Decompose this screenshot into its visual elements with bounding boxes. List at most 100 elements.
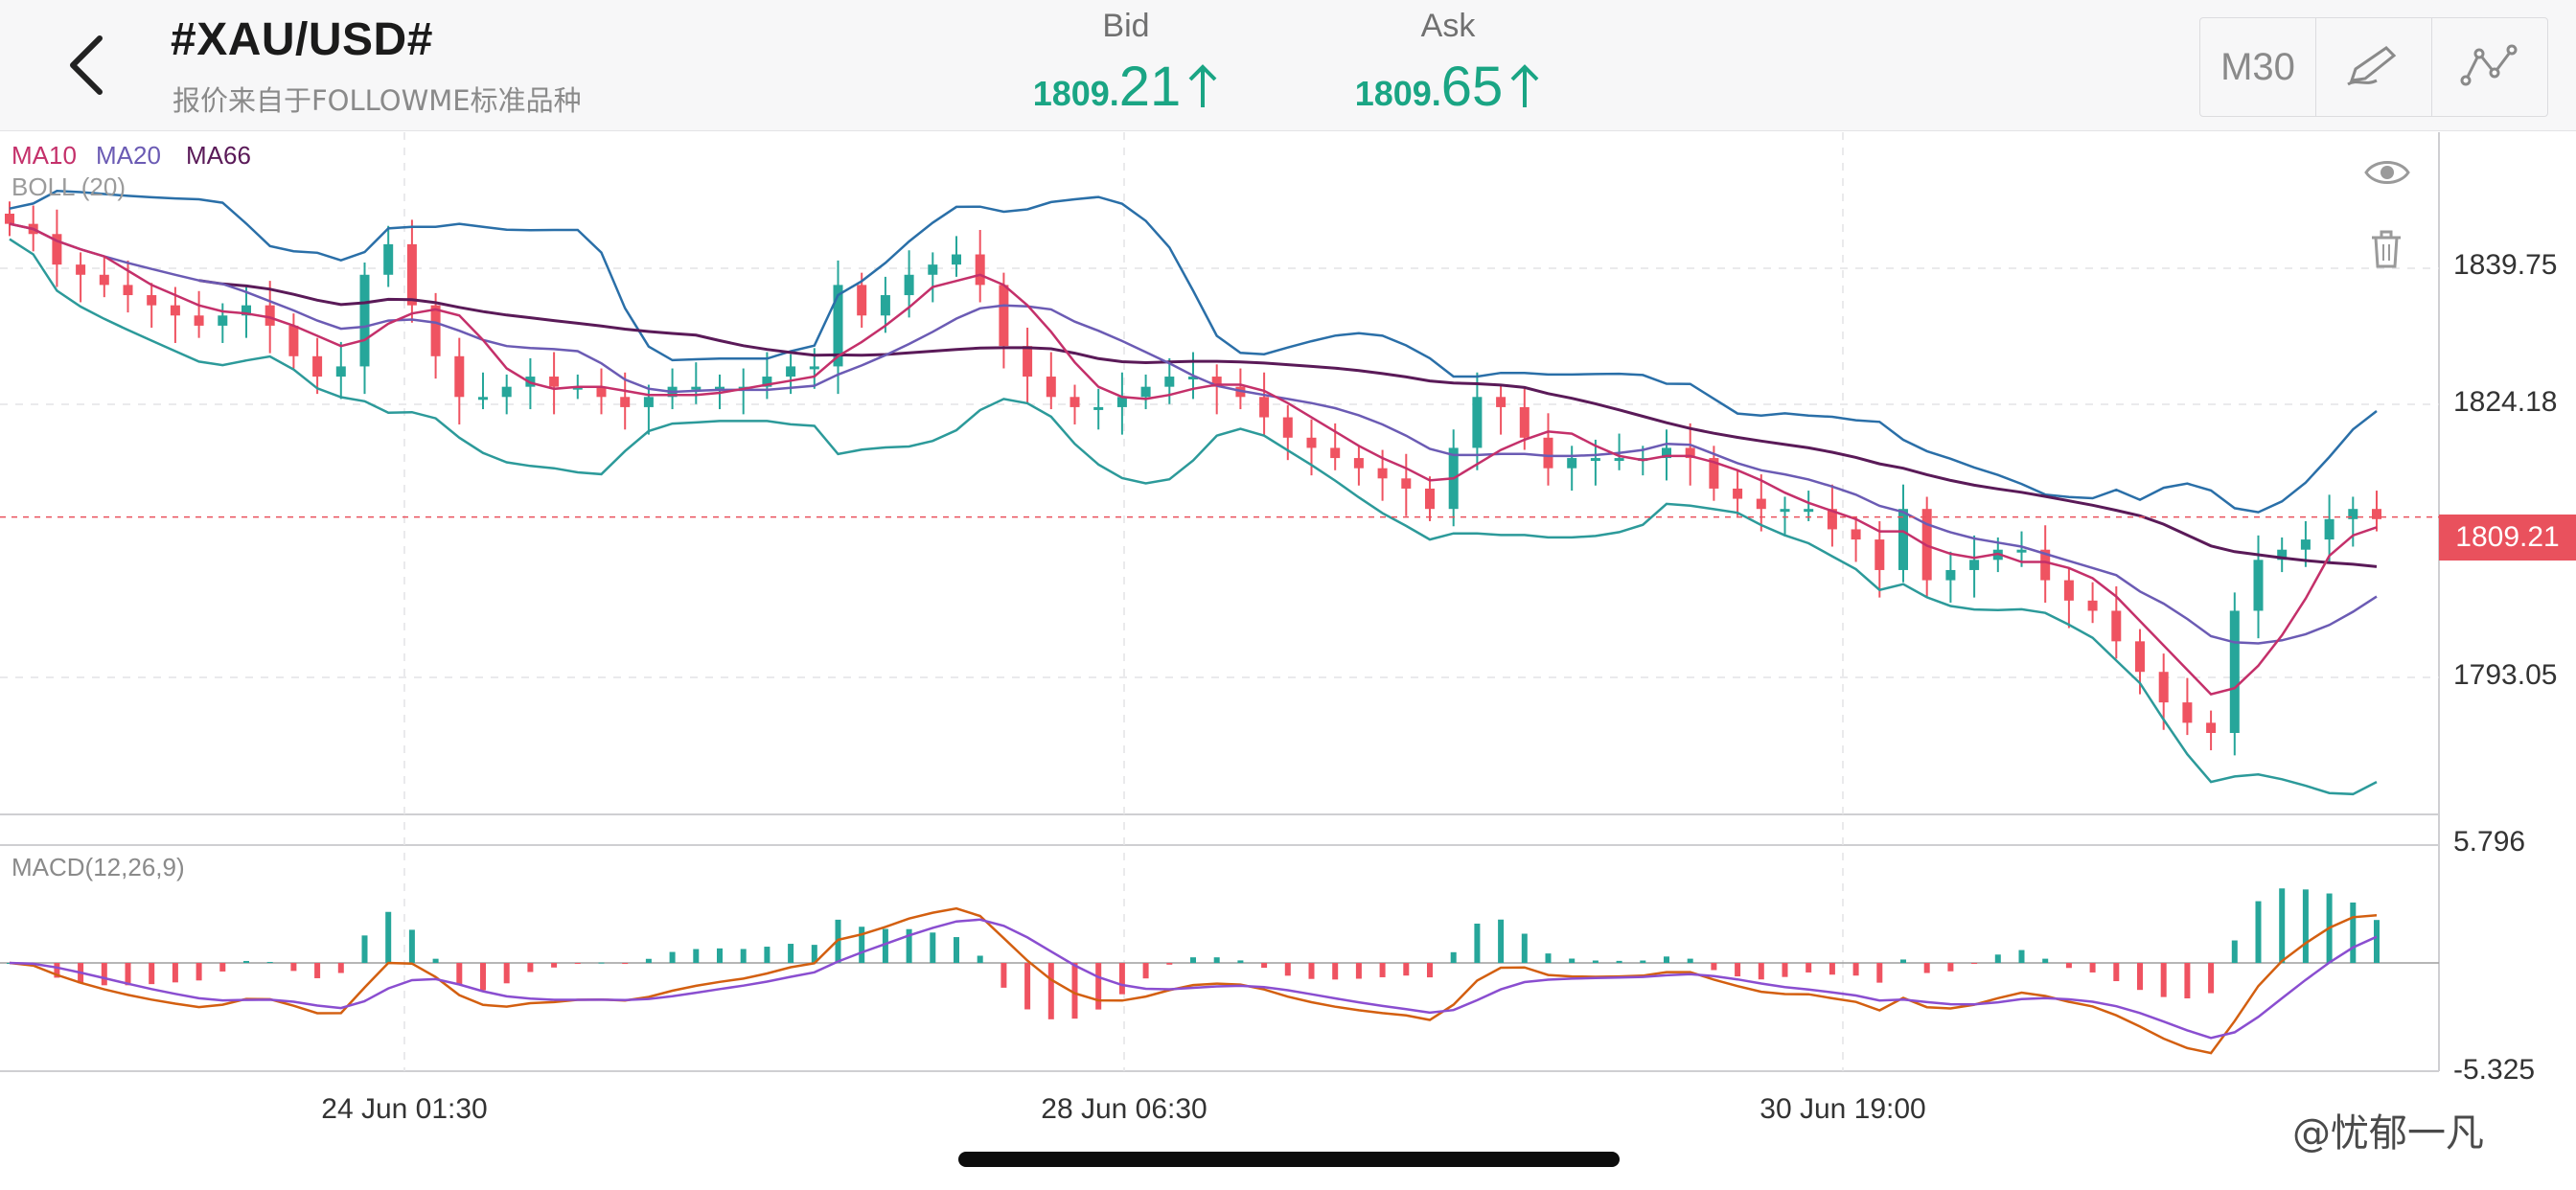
candle-body [549, 377, 560, 387]
candle-body [1851, 529, 1861, 540]
ask-price: 1809.65 [1333, 55, 1563, 119]
macd-histogram-bar [527, 962, 534, 973]
candle-body [1306, 437, 1317, 448]
candle-body [1070, 397, 1080, 407]
macd-histogram-bar [1308, 962, 1315, 979]
timeframe-label: M30 [2220, 45, 2295, 88]
candle-body [1709, 458, 1719, 489]
time-axis-tick: 30 Jun 19:00 [1760, 1093, 1926, 1125]
macd-histogram-bar [954, 937, 959, 963]
candle-body [242, 305, 251, 316]
candle-body [1804, 509, 1814, 513]
candle-body [572, 386, 583, 390]
macd-histogram-bar [1142, 962, 1149, 979]
macd-histogram-bar [551, 962, 558, 968]
candle-body [1519, 406, 1530, 438]
macd-histogram-bar [385, 911, 392, 963]
candle-body [383, 243, 394, 275]
indicator-tool-button[interactable] [2431, 18, 2547, 116]
macd-histogram-bar [645, 958, 652, 963]
macd-histogram-bar [2042, 958, 2049, 963]
candle-body [1969, 560, 1980, 570]
macd-histogram-bar [2302, 889, 2309, 963]
macd-histogram-bar [1900, 959, 1906, 963]
macd-histogram-bar [930, 932, 936, 963]
candle-body [1662, 447, 1671, 459]
macd-histogram-bar [811, 945, 817, 963]
candle-body [2277, 549, 2288, 561]
candle-body [620, 397, 631, 407]
macd-histogram-bar [1118, 962, 1125, 995]
macd-axis-tick: -5.325 [2453, 1054, 2536, 1086]
candle-body [147, 295, 157, 306]
trash-icon[interactable] [2369, 230, 2404, 268]
candle-body [833, 285, 843, 367]
candle-body [123, 285, 133, 296]
candle-body [904, 274, 914, 296]
candle-body [2016, 549, 2027, 553]
candle-body [857, 285, 867, 316]
macd-histogram-bar [1166, 962, 1173, 965]
macd-histogram-bar [1923, 962, 1930, 973]
candle-body [264, 305, 275, 326]
candle-body [2182, 702, 2193, 723]
timeframe-button[interactable]: M30 [2200, 18, 2315, 116]
candle-body [975, 254, 985, 286]
chart-toolbar: M30 [2199, 17, 2548, 117]
macd-histogram-bar [2231, 940, 2238, 963]
macd-histogram-bar [1355, 962, 1362, 979]
up-arrow-icon [1508, 63, 1541, 114]
candle-body [478, 397, 488, 400]
candle-body [218, 315, 228, 326]
candle-body [288, 325, 299, 356]
macd-histogram-bar [101, 962, 107, 986]
macd-histogram-bar [1852, 962, 1859, 976]
candle-body [99, 274, 109, 286]
top-bar: #XAU/USD# 报价来自于FOLLOWME标准品种 Bid 1809.21 … [0, 0, 2576, 131]
macd-histogram-bar [1379, 962, 1386, 977]
back-arrow-icon[interactable] [58, 29, 119, 102]
candle-body [1733, 488, 1743, 499]
candle-body [2229, 610, 2240, 733]
draw-tool-button[interactable] [2315, 18, 2431, 116]
macd-histogram-bar [669, 951, 676, 963]
macd-histogram-bar [1261, 962, 1268, 969]
macd-histogram-bar [740, 949, 747, 963]
candle-body [2372, 509, 2381, 519]
candle-body [312, 355, 323, 378]
macd-histogram-bar [2374, 920, 2380, 963]
boll-lower-line [9, 238, 2378, 796]
boll-upper-line [9, 190, 2378, 514]
candle-body [928, 264, 938, 275]
candle-body [359, 274, 370, 367]
candle-body [762, 377, 772, 387]
candle-body [1164, 377, 1175, 387]
eye-icon[interactable] [2363, 153, 2411, 192]
macd-histogram-bar [1545, 953, 1552, 963]
ask-quote: Ask 1809.65 [1333, 8, 1563, 119]
macd-histogram-bar [243, 960, 249, 963]
ma20-line [9, 222, 2378, 645]
candle-body [596, 386, 607, 398]
macd-label: MACD(12,26,9) [12, 853, 185, 881]
macd-dif-line [9, 906, 2378, 1055]
macd-histogram-bar [2184, 962, 2191, 998]
macd-histogram-bar [1687, 958, 1693, 963]
candle-body [2324, 518, 2334, 540]
macd-histogram-bar [574, 962, 581, 964]
macd-histogram-bar [2208, 962, 2215, 994]
bid-quote: Bid 1809.21 [1011, 8, 1241, 119]
macd-histogram-bar [1994, 954, 2001, 963]
candle-body [1259, 397, 1270, 418]
candle-body [2158, 672, 2169, 703]
macd-histogram-bar [1806, 962, 1812, 973]
macd-histogram-bar [196, 962, 202, 981]
watermark: @忧郁一凡 [2292, 1111, 2484, 1156]
macd-histogram-bar [125, 962, 131, 986]
candle-body [1140, 386, 1151, 398]
macd-histogram-bar [788, 944, 794, 963]
macd-histogram-bar [290, 962, 297, 972]
bid-label: Bid [1102, 8, 1150, 44]
candle-body [1330, 447, 1341, 459]
